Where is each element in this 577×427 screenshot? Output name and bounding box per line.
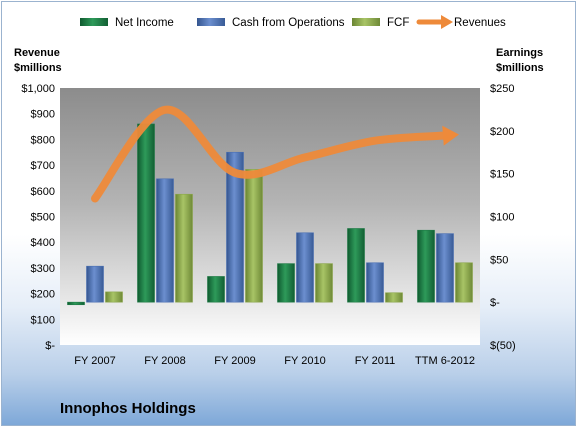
legend-label: Net Income: [115, 17, 174, 29]
bar-cash-from-operations-3: [296, 232, 314, 303]
bar-fcf-5: [455, 262, 473, 303]
legend-swatch-revenues-arrow: [441, 15, 453, 29]
category-label: FY 2011: [355, 355, 396, 367]
right-tick-label: $50: [490, 254, 508, 266]
bar-fcf-4: [385, 292, 403, 303]
bar-fcf-2: [245, 169, 263, 303]
left-axis-title: Revenue $millions: [14, 46, 62, 76]
category-label: FY 2007: [74, 355, 115, 367]
right-axis-title: Earnings $millions: [496, 46, 544, 76]
left-axis-title-line1: Revenue: [14, 47, 60, 59]
right-tick-label: $(50): [490, 340, 516, 352]
left-tick-label: $600: [31, 186, 55, 198]
legend-label: Revenues: [454, 17, 506, 29]
category-label: TTM 6-2012: [415, 355, 475, 367]
left-tick-label: $100: [31, 314, 55, 326]
right-tick-label: $150: [490, 169, 514, 181]
left-tick-label: $900: [31, 109, 55, 121]
left-tick-label: $300: [31, 263, 55, 275]
revenues-line-arrowhead: [442, 125, 459, 146]
bar-cash-from-operations-5: [436, 233, 454, 303]
right-tick-label: $-: [490, 297, 500, 309]
right-tick-label: $250: [490, 83, 514, 95]
right-tick-label: $200: [490, 126, 514, 138]
bar-net-income-1: [137, 123, 155, 303]
legend-label: Cash from Operations: [232, 17, 345, 29]
left-tick-label: $500: [31, 212, 55, 224]
bar-fcf-0: [105, 291, 123, 303]
bar-net-income-2: [207, 276, 225, 303]
bar-cash-from-operations-2: [226, 151, 244, 303]
bar-net-income-5: [417, 229, 435, 303]
bar-cash-from-operations-4: [366, 262, 384, 303]
company-name: Innophos Holdings: [60, 400, 196, 417]
bar-net-income-4: [347, 228, 365, 303]
revenues-line: [91, 105, 449, 203]
bar-fcf-3: [315, 263, 333, 303]
legend-swatch-cash-from-operations: [197, 18, 225, 26]
right-axis-title-line2: $millions: [496, 62, 544, 74]
bar-net-income-0: [67, 301, 85, 306]
left-tick-label: $800: [31, 134, 55, 146]
bar-cash-from-operations-1: [156, 178, 174, 303]
left-axis-title-line2: $millions: [14, 62, 62, 74]
category-label: FY 2009: [214, 355, 255, 367]
left-tick-label: $200: [31, 289, 55, 301]
bar-net-income-3: [277, 263, 295, 303]
right-axis-title-line1: Earnings: [496, 47, 544, 59]
legend-swatch-fcf: [352, 18, 380, 26]
right-tick-label: $100: [490, 212, 514, 224]
left-tick-label: $1,000: [21, 83, 55, 95]
bar-cash-from-operations-0: [86, 265, 104, 303]
left-tick-label: $-: [45, 340, 55, 352]
legend-label: FCF: [387, 17, 409, 29]
left-tick-label: $700: [31, 160, 55, 172]
plot-area: [60, 88, 480, 345]
category-label: FY 2008: [144, 355, 185, 367]
left-tick-label: $400: [31, 237, 55, 249]
category-label: FY 2010: [284, 355, 325, 367]
legend-swatch-net-income: [80, 18, 108, 26]
bar-fcf-1: [175, 193, 193, 303]
